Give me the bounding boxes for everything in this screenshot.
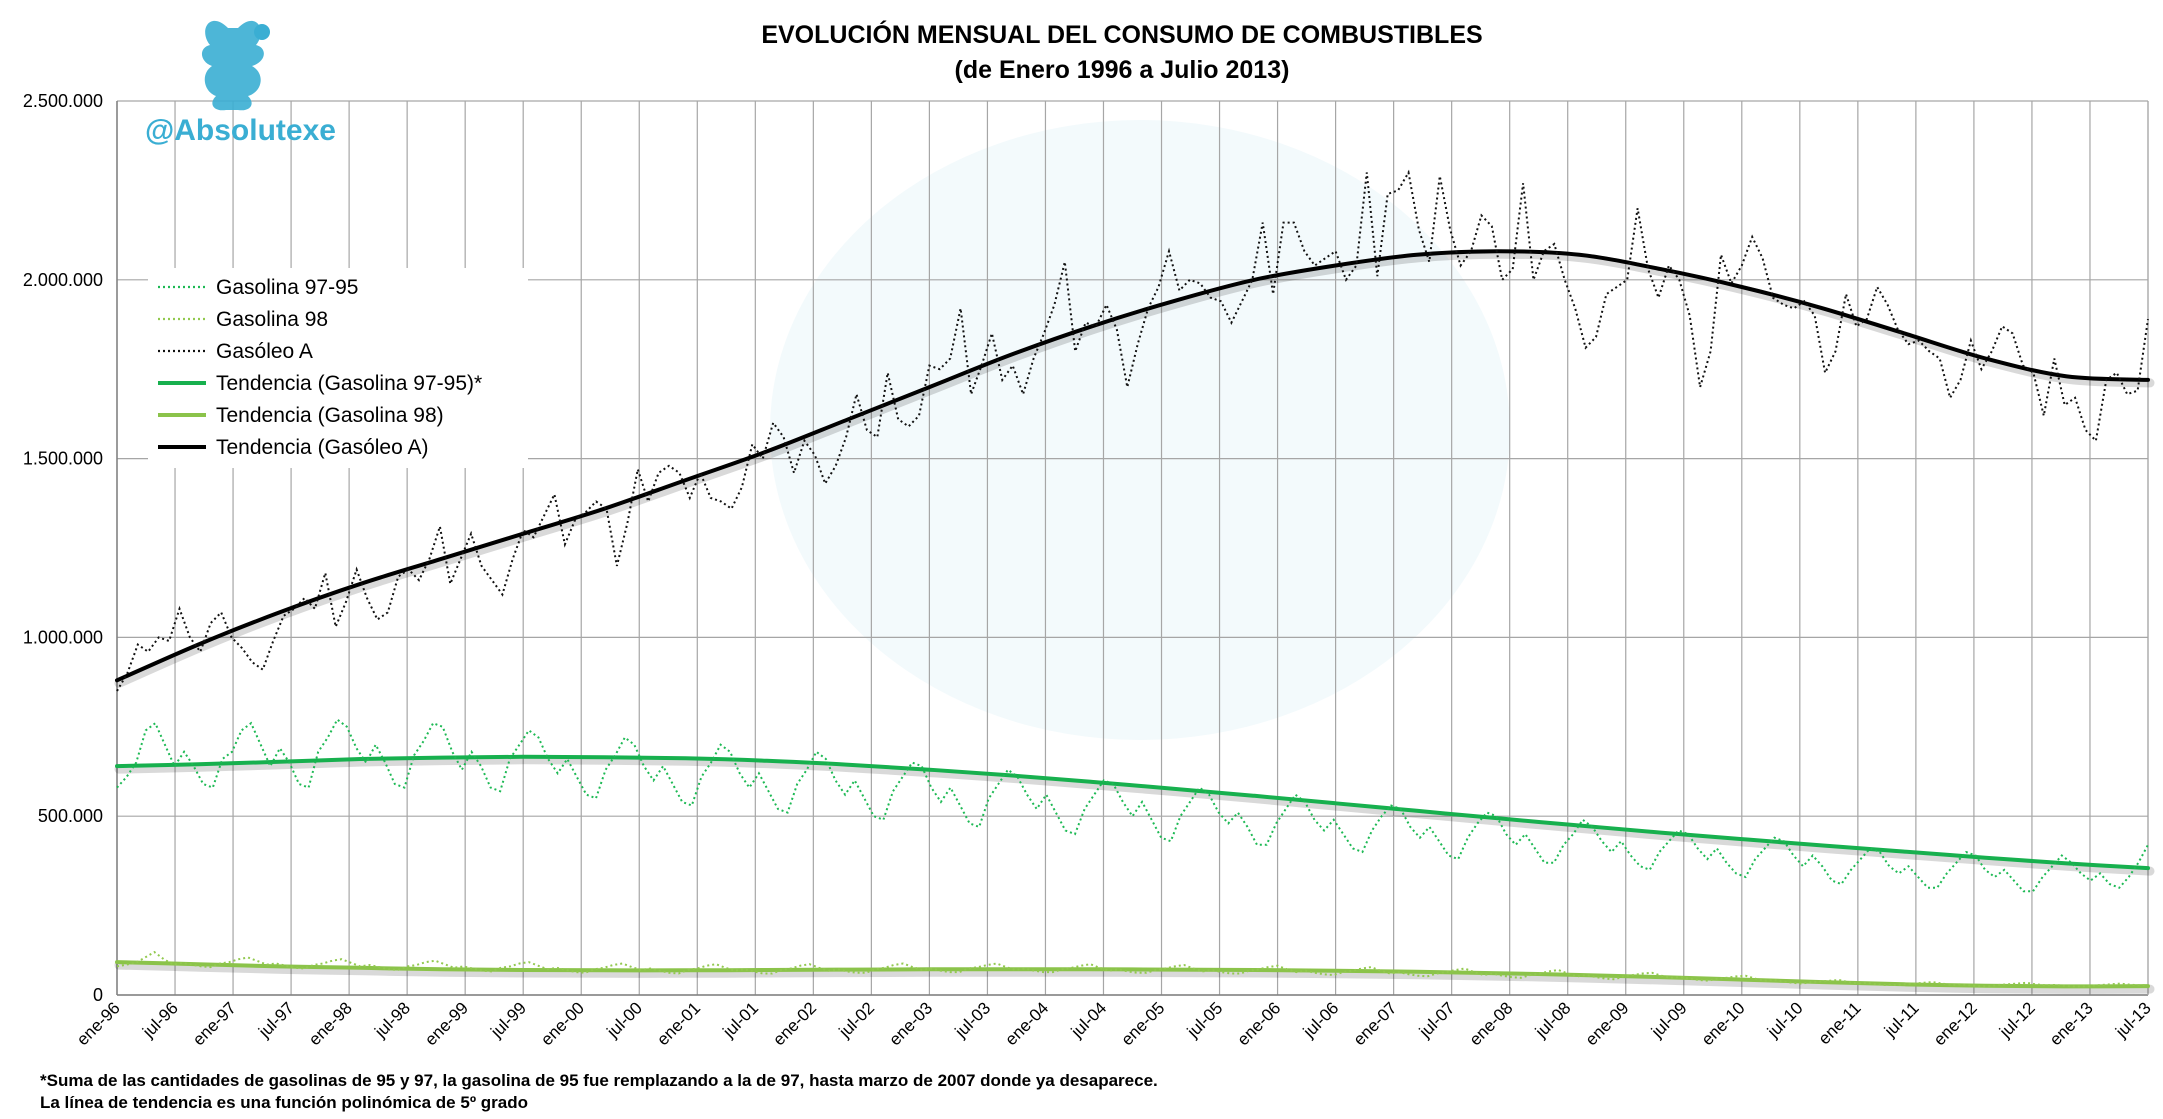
x-tick-label: jul-97: [254, 998, 298, 1042]
x-tick-label: ene-96: [73, 998, 124, 1049]
x-tick-label: jul-09: [1647, 998, 1691, 1042]
legend-label: Tendencia (Gasolina 98): [216, 404, 444, 427]
x-tick-label: jul-03: [951, 998, 995, 1042]
y-tick-label: 0: [93, 985, 103, 1005]
x-tick-label: jul-10: [1763, 998, 1807, 1042]
series-layer: [114, 169, 2155, 994]
x-tick-label: ene-04: [1001, 998, 1052, 1049]
x-tick-label: ene-03: [885, 998, 936, 1049]
x-tick-label: ene-07: [1350, 998, 1401, 1049]
griffin-logo: [201, 20, 270, 111]
x-tick-label: ene-01: [653, 998, 704, 1049]
trend-gasolina-97-95: [115, 754, 2150, 871]
x-tick-label: jul-06: [1299, 998, 1343, 1042]
legend-label: Gasóleo A: [216, 340, 313, 363]
y-tick-label: 2.500.000: [23, 91, 103, 111]
x-tick-label: jul-11: [1880, 998, 1923, 1041]
y-axis: 0 500.000 1.000.000 1.500.000 2.000.000 2.500…: [23, 91, 103, 1005]
x-tick-label: jul-13: [2111, 998, 2155, 1042]
x-tick-label: jul-00: [603, 998, 647, 1042]
x-tick-label: jul-08: [1531, 998, 1575, 1042]
series-gasolina-97-95: [116, 718, 2149, 893]
trend-gasoleo-a: [115, 249, 2150, 683]
x-tick-label: jul-12: [1995, 998, 2039, 1042]
x-tick-label: ene-13: [2046, 998, 2097, 1049]
x-tick-label: ene-09: [1582, 998, 1633, 1049]
x-tick-label: jul-02: [835, 998, 879, 1042]
trend-gasoleo-a-shadow: [114, 249, 2155, 688]
chart-title: EVOLUCIÓN MENSUAL DEL CONSUMO DE COMBUST…: [761, 19, 1482, 49]
x-tick-label: ene-12: [1930, 998, 1981, 1049]
series-gasoleo-a: [116, 169, 2149, 692]
x-tick-label: ene-98: [305, 998, 356, 1049]
x-tick-label: jul-96: [138, 998, 182, 1042]
x-tick-label: ene-97: [189, 998, 240, 1049]
legend: Gasolina 97-95 Gasolina 98 Gasóleo A Tenden…: [148, 268, 528, 468]
trend-gasolina-97-95-shadow: [114, 755, 2155, 876]
legend-label: Gasolina 98: [216, 308, 328, 331]
legend-label: Tendencia (Gasóleo A): [216, 436, 428, 459]
x-tick-label: ene-00: [537, 998, 588, 1049]
x-tick-label: jul-05: [1183, 998, 1227, 1042]
footnote-2: La línea de tendencia es una función pol…: [40, 1093, 528, 1112]
x-tick-label: jul-01: [719, 998, 763, 1042]
x-tick-label: ene-99: [421, 998, 472, 1049]
x-tick-label: jul-07: [1415, 998, 1459, 1042]
x-tick-label: ene-10: [1698, 998, 1749, 1049]
x-tick-label: ene-05: [1117, 998, 1168, 1049]
legend-label: Gasolina 97-95: [216, 276, 358, 299]
watermark-logo: [770, 120, 1510, 740]
trend-gasolina-98-shadow: [114, 960, 2155, 994]
x-tick-label: jul-99: [486, 998, 530, 1042]
x-axis: ene-96 jul-96 ene-97 jul-97 ene-98 jul-98 ene-…: [73, 998, 2155, 1049]
y-tick-label: 2.000.000: [23, 270, 103, 290]
series-gasolina-98: [116, 950, 2149, 988]
chart-subtitle: (de Enero 1996 a Julio 2013): [955, 56, 1290, 84]
y-tick-label: 1.000.000: [23, 627, 103, 647]
y-tick-label: 1.500.000: [23, 449, 103, 469]
x-tick-label: jul-98: [370, 998, 414, 1042]
x-tick-label: jul-04: [1067, 998, 1111, 1042]
x-tick-label: ene-11: [1815, 998, 1865, 1048]
y-tick-label: 500.000: [38, 806, 103, 826]
x-tick-label: ene-06: [1234, 998, 1285, 1049]
legend-label: Tendencia (Gasolina 97-95)*: [216, 372, 482, 395]
brand-handle: @Absolutexe: [145, 114, 336, 147]
x-tick-label: ene-08: [1466, 998, 1517, 1049]
footnote-1: *Suma de las cantidades de gasolinas de …: [40, 1071, 1158, 1090]
x-tick-label: ene-02: [769, 998, 820, 1049]
